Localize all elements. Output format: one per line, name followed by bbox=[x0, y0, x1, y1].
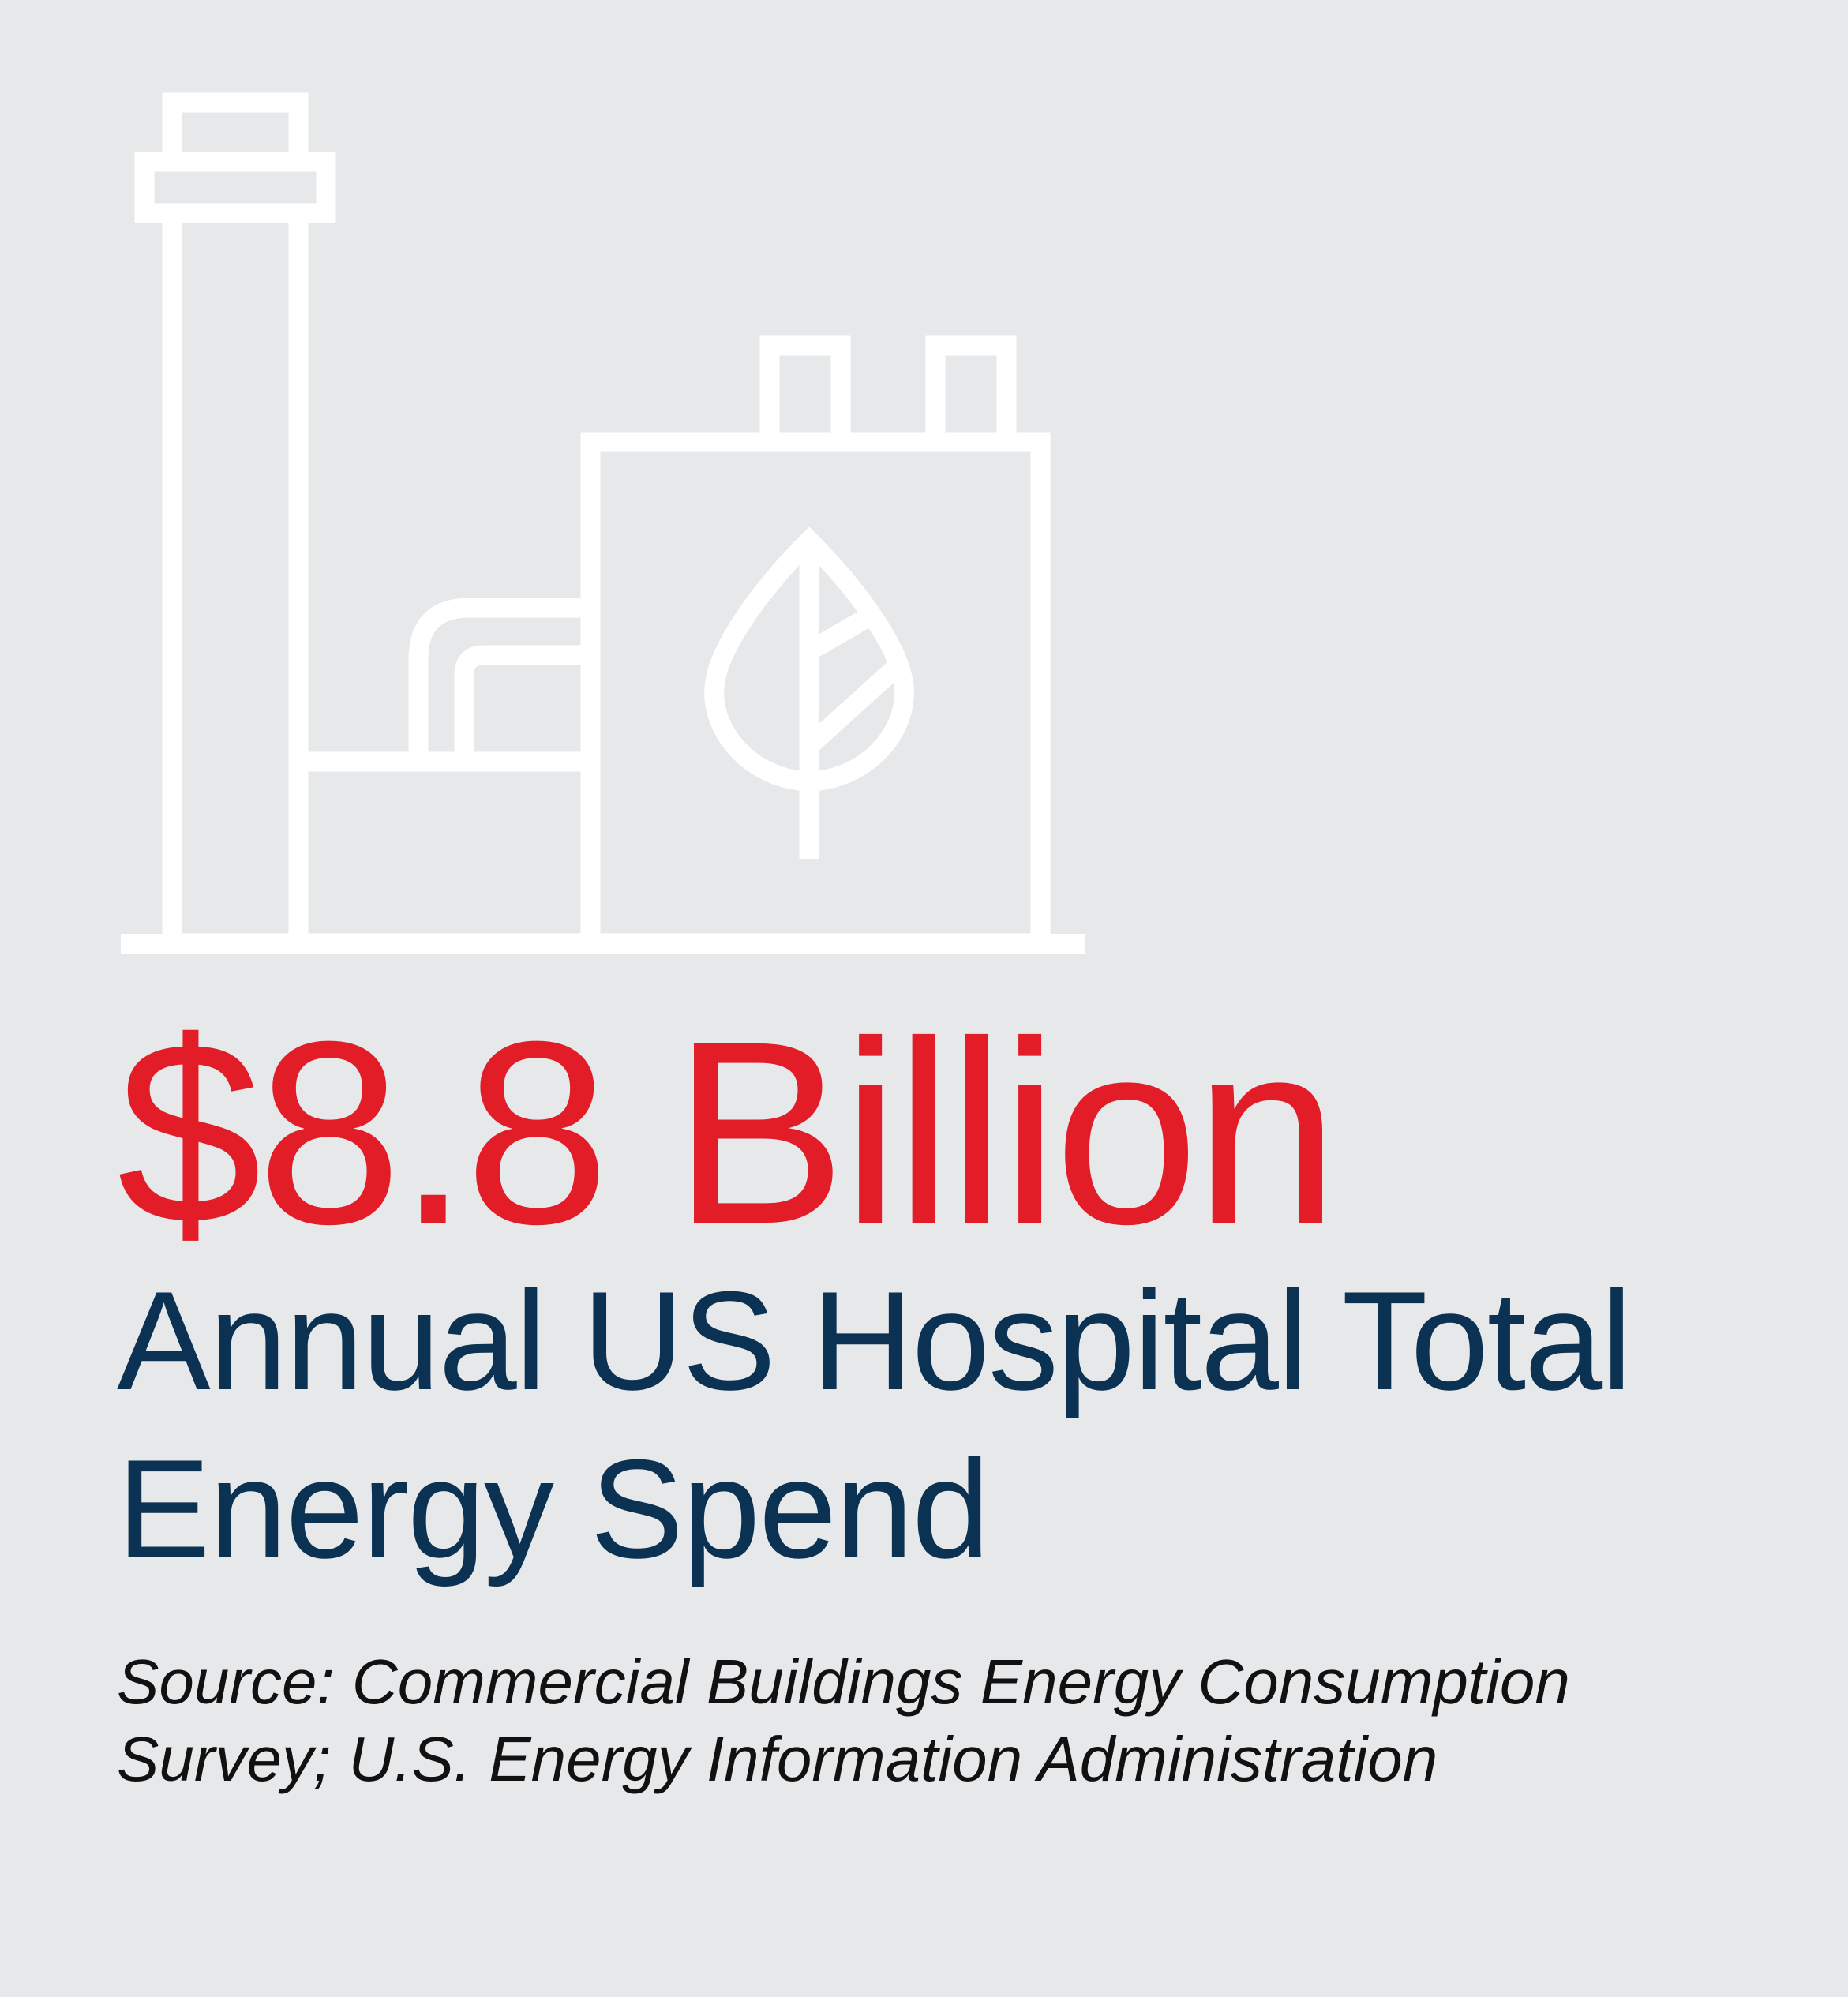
low-building bbox=[288, 751, 601, 954]
ground-line bbox=[121, 934, 1085, 954]
leaf-icon bbox=[704, 526, 914, 859]
source-note: Source: Commercial Buildings Energy Cons… bbox=[117, 1643, 1814, 1798]
chimney-shaft bbox=[162, 203, 309, 954]
stat-value: $8.8 Billion bbox=[117, 987, 1339, 1278]
factory-leaf-icon bbox=[121, 92, 1085, 954]
stat-label: Annual US Hospital Total Energy Spend bbox=[117, 1257, 1759, 1593]
stat-label-line-2: Energy Spend bbox=[117, 1430, 990, 1587]
pipe-inner bbox=[454, 645, 590, 762]
pipe bbox=[408, 598, 590, 762]
stat-label-line-1: Annual US Hospital Total bbox=[117, 1262, 1632, 1419]
source-line-1: Source: Commercial Buildings Energy Cons… bbox=[117, 1647, 1570, 1717]
source-line-2: Survey; U.S. Energy Information Administ… bbox=[117, 1724, 1438, 1794]
roof-vent-left bbox=[759, 335, 851, 452]
roof-vent-right bbox=[925, 335, 1017, 452]
